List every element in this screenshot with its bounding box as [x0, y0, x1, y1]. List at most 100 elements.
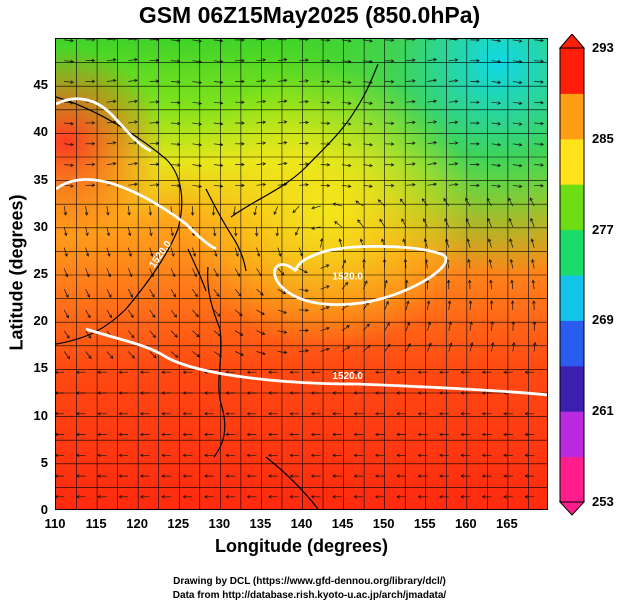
wind-arrow [427, 120, 438, 124]
wind-arrow [534, 121, 544, 126]
wind-arrow [204, 474, 214, 478]
wind-arrow [128, 182, 138, 187]
wind-arrow [106, 141, 117, 145]
x-tick-label: 115 [85, 516, 107, 531]
wind-arrow [405, 182, 416, 187]
colorbar-label: 269 [592, 312, 614, 328]
wind-arrow [246, 370, 257, 375]
wind-arrow [332, 495, 342, 499]
colorbar-band [560, 275, 584, 321]
wind-arrow [481, 495, 492, 499]
wind-arrow [85, 351, 92, 360]
wind-arrow [97, 370, 107, 375]
japan-coastline [230, 63, 379, 218]
wind-arrow [64, 39, 74, 43]
wind-arrow [212, 226, 217, 237]
wind-arrow [170, 121, 181, 126]
wind-arrow [491, 122, 502, 126]
wind-arrow [469, 321, 473, 331]
wind-arrow [384, 59, 395, 63]
wind-arrow [170, 309, 177, 318]
wind-arrow [489, 300, 494, 310]
colorbar-label: 293 [592, 40, 614, 55]
wind-arrow [310, 453, 321, 458]
wind-arrow [182, 495, 193, 499]
wind-arrow [439, 474, 449, 478]
wind-arrow [470, 142, 480, 146]
wind-arrow [320, 264, 330, 269]
wind-arrow [491, 184, 502, 188]
wind-arrow [320, 121, 331, 126]
y-tick-label: 35 [33, 171, 48, 187]
wind-arrow [256, 162, 267, 166]
wind-arrow [332, 474, 342, 478]
wind-arrow [468, 300, 473, 310]
wind-arrow [63, 247, 68, 257]
wind-arrow [170, 247, 175, 257]
wind-arrow [106, 206, 110, 216]
wind-arrow [374, 495, 385, 499]
wind-arrow [503, 474, 513, 478]
wind-arrow [204, 453, 214, 458]
wind-arrow [63, 289, 69, 298]
wind-arrow [426, 300, 431, 310]
wind-arrow [85, 39, 96, 42]
wind-arrow [161, 432, 171, 437]
wind-arrow [469, 341, 474, 352]
wind-arrow [56, 495, 65, 499]
wind-arrow [106, 247, 111, 257]
wind-arrow [246, 411, 257, 416]
wind-arrow [334, 221, 343, 228]
wind-arrow [405, 79, 416, 83]
wind-arrow [510, 300, 515, 310]
wind-arrow [405, 39, 416, 42]
wind-arrow [427, 78, 438, 83]
wind-arrow [128, 78, 138, 83]
wind-arrow [503, 370, 513, 375]
wind-arrow [273, 205, 279, 215]
wind-arrow [85, 247, 90, 257]
wind-arrow [396, 474, 406, 478]
wind-arrow [268, 432, 278, 437]
wind-arrow [427, 99, 438, 103]
wind-arrow [481, 432, 492, 437]
wind-arrow [299, 120, 309, 125]
wind-arrow [85, 79, 96, 84]
wind-arrow [268, 411, 278, 416]
wind-arrow [97, 432, 107, 437]
wind-arrow [149, 309, 156, 318]
x-tick-label: 160 [454, 516, 477, 531]
wind-arrow [530, 217, 535, 228]
wind-arrow [396, 495, 406, 499]
wind-arrow [56, 411, 65, 416]
wind-arrow [488, 258, 492, 269]
wind-arrow [85, 226, 89, 237]
wind-arrow [170, 163, 181, 167]
wind-arrow [225, 495, 236, 499]
wind-arrow [128, 309, 134, 319]
wind-arrow [106, 39, 117, 41]
wind-arrow [299, 328, 309, 333]
wind-arrow [427, 182, 438, 187]
wind-arrow [182, 411, 193, 416]
wind-arrow [310, 495, 321, 499]
wind-arrow [490, 341, 495, 352]
southern-island-coastline [265, 456, 319, 509]
wind-arrow [467, 279, 472, 290]
x-tick-label: 125 [167, 516, 190, 531]
wind-arrow [234, 247, 239, 257]
wind-arrow [106, 78, 117, 83]
x-tick-label: 165 [496, 516, 518, 531]
colorbar-label: 285 [592, 130, 614, 146]
wind-arrow [213, 288, 220, 297]
wind-arrow [268, 370, 278, 375]
wind-arrow [170, 39, 181, 43]
wind-arrow [363, 142, 373, 147]
wind-arrow [182, 432, 193, 437]
wind-arrow [106, 99, 117, 104]
y-tick-label: 0 [40, 502, 48, 517]
wind-arrow [310, 370, 321, 375]
wind-arrow [256, 39, 267, 41]
wind-arrow [439, 432, 449, 437]
wind-arrow [182, 474, 193, 478]
